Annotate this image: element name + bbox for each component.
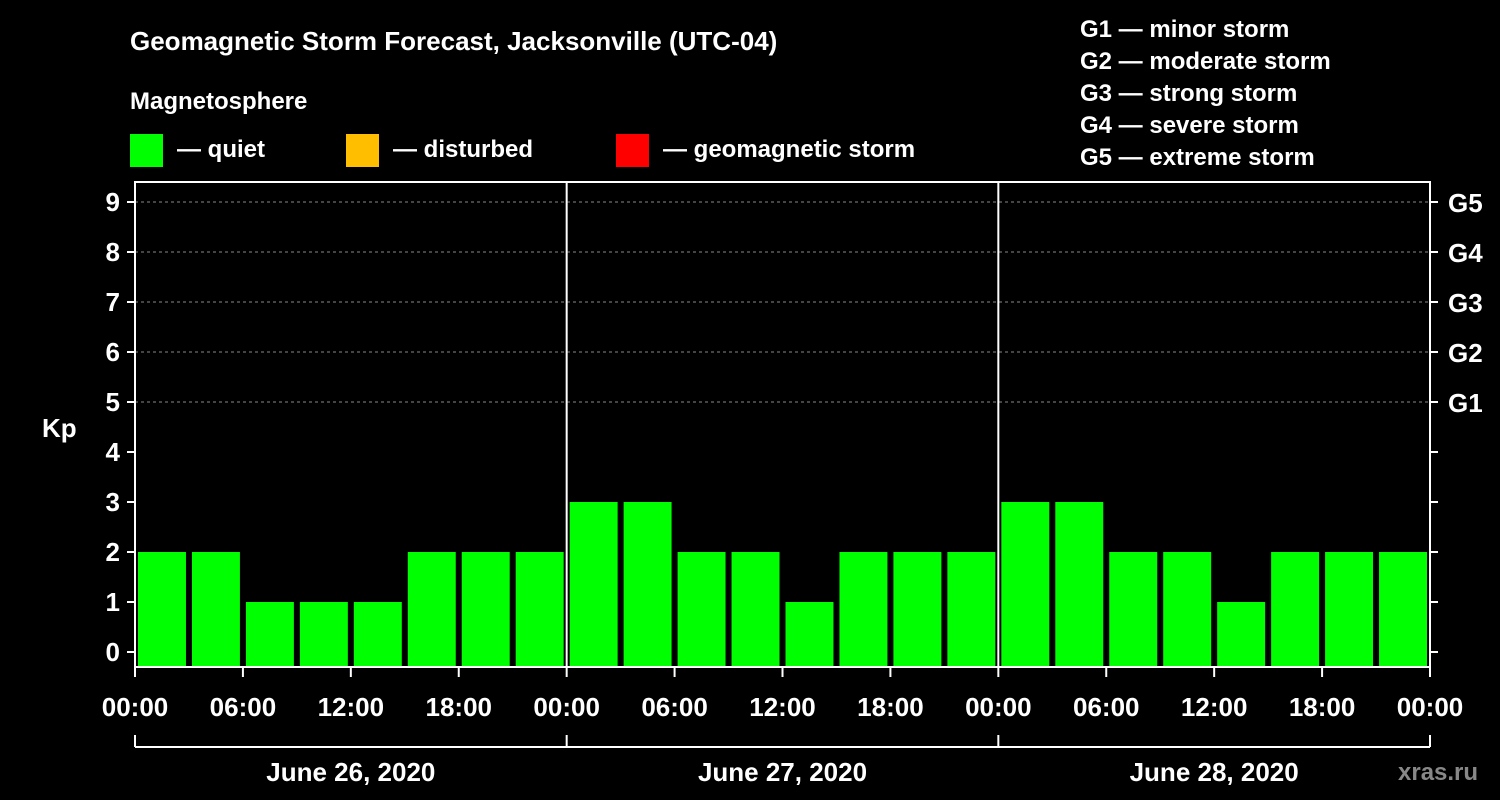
bar-8 (569, 502, 618, 667)
x-tick-label: 12:00 (1181, 692, 1248, 722)
y-tick-label: 4 (106, 437, 121, 467)
legend-storm: — geomagnetic storm (616, 134, 915, 167)
x-tick-label: 12:00 (318, 692, 385, 722)
bar-1 (191, 552, 240, 667)
x-tick-label: 18:00 (426, 692, 493, 722)
y-tick-label: 2 (106, 537, 120, 567)
bar-11 (731, 552, 780, 667)
x-tick-label: 00:00 (533, 692, 600, 722)
bar-2 (245, 602, 294, 667)
y-tick-label: 1 (106, 587, 120, 617)
axes: 0 1 2 3 4 5 6 7 8 9 G1 G2 G3 G4 G5 00:00 06:00 12:00 18:00… (102, 181, 1483, 787)
bar-23 (1379, 552, 1427, 667)
x-tick-label: 00:00 (965, 692, 1032, 722)
y-axis-label: Kp (42, 413, 77, 443)
bar-21 (1271, 552, 1320, 667)
x-tick-label: 00:00 (1397, 692, 1464, 722)
bar-4 (353, 602, 402, 667)
g-level-label: G5 (1448, 188, 1483, 218)
bar-10 (677, 552, 726, 667)
bar-5 (407, 552, 456, 667)
y-tick-label: 0 (106, 637, 120, 667)
bar-6 (461, 552, 510, 667)
g-level-label: G4 (1448, 238, 1483, 268)
g-level-label: G1 (1448, 388, 1483, 418)
g-scale-g3: G3 — strong storm (1080, 80, 1297, 107)
bar-16 (1001, 502, 1050, 667)
x-tick-label: 12:00 (749, 692, 816, 722)
bar-0 (138, 552, 186, 667)
bar-14 (893, 552, 942, 667)
legend-label-storm: — geomagnetic storm (663, 136, 915, 163)
bar-17 (1055, 502, 1104, 667)
g-scale-g5: G5 — extreme storm (1080, 144, 1315, 171)
plot-frame (134, 181, 1431, 668)
x-tick-label: 06:00 (210, 692, 277, 722)
y-tick-label: 8 (106, 237, 120, 267)
bar-20 (1217, 602, 1266, 667)
bar-7 (515, 552, 564, 667)
legend-swatch-quiet (130, 134, 163, 167)
y-tick-label: 7 (106, 287, 120, 317)
bar-18 (1109, 552, 1158, 667)
x-tick-label: 06:00 (641, 692, 708, 722)
x-tick-label: 06:00 (1073, 692, 1140, 722)
legend-title: Magnetosphere (130, 88, 307, 115)
y-tick-label: 3 (106, 487, 120, 517)
legend-label-quiet: — quiet (177, 136, 265, 163)
g-scale-g1: G1 — minor storm (1080, 16, 1289, 43)
legend-quiet: — quiet (130, 134, 265, 167)
bar-22 (1325, 552, 1374, 667)
bar-19 (1163, 552, 1212, 667)
watermark: xras.ru (1398, 759, 1478, 786)
legend-swatch-storm (616, 134, 649, 167)
g-scale-g4: G4 — severe storm (1080, 112, 1299, 139)
y-tick-label: 6 (106, 337, 120, 367)
x-tick-label: 18:00 (857, 692, 924, 722)
day-label: June 28, 2020 (1130, 757, 1299, 787)
day-label: June 27, 2020 (698, 757, 867, 787)
bar-13 (839, 552, 888, 667)
y-tick-label: 9 (106, 187, 120, 217)
gridlines (135, 201, 1430, 403)
chart-title: Geomagnetic Storm Forecast, Jacksonville… (130, 26, 777, 56)
x-tick-label: 18:00 (1289, 692, 1356, 722)
g-level-label: G2 (1448, 338, 1483, 368)
g-scale-legend: G1 — minor storm G2 — moderate storm G3 … (1080, 16, 1331, 171)
bar-12 (785, 602, 834, 667)
bar-15 (947, 552, 996, 667)
legend-label-disturbed: — disturbed (393, 136, 533, 163)
y-tick-label: 5 (106, 387, 120, 417)
x-tick-label: 00:00 (102, 692, 169, 722)
day-label: June 26, 2020 (266, 757, 435, 787)
bar-3 (299, 602, 348, 667)
g-level-label: G3 (1448, 288, 1483, 318)
legend-disturbed: — disturbed (346, 134, 533, 167)
bar-9 (623, 502, 672, 667)
legend-swatch-disturbed (346, 134, 379, 167)
bars (138, 502, 1427, 667)
g-scale-g2: G2 — moderate storm (1080, 48, 1331, 75)
